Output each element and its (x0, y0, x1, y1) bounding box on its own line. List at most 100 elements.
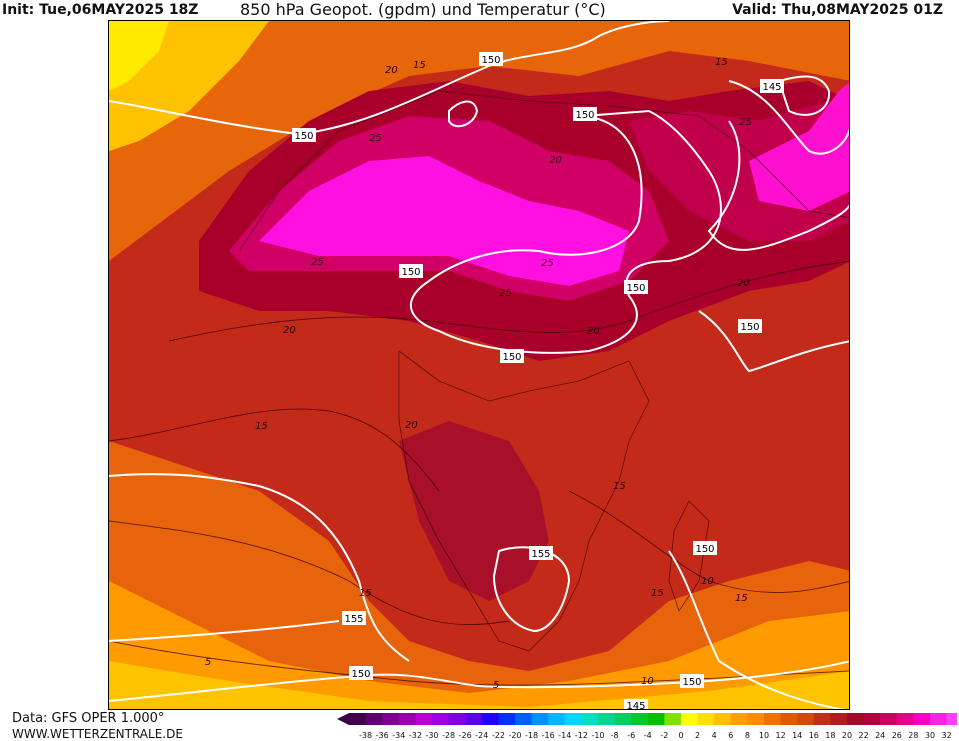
temp-label: 10 (701, 576, 714, 587)
legend-tick-label: -12 (575, 731, 588, 740)
legend-swatch (598, 713, 616, 725)
legend-swatch (863, 713, 881, 725)
legend-tick-label: 0 (678, 731, 683, 740)
geopot-label: 150 (399, 264, 423, 278)
legend-tick-label: -30 (425, 731, 438, 740)
legend-tick-label: -14 (558, 731, 571, 740)
svg-text:150: 150 (740, 322, 759, 333)
legend-tick-label: 14 (792, 731, 802, 740)
legend-swatch (813, 713, 831, 725)
temp-label: 15 (359, 588, 372, 599)
temperature-labels: 20 15 25 20 25 25 25 20 20 20 15 25 15 2… (205, 57, 752, 691)
legend-swatch (913, 713, 931, 725)
legend-tick-label: -34 (392, 731, 405, 740)
geopot-label: 150 (693, 541, 717, 555)
legend-swatch (581, 713, 599, 725)
legend-tick-label: 20 (842, 731, 852, 740)
svg-text:150: 150 (351, 669, 370, 680)
website-credit: WWW.WETTERZENTRALE.DE (12, 727, 183, 741)
legend-tick-label: -22 (492, 731, 505, 740)
temp-label: 25 (739, 117, 752, 128)
geopot-label: 155 (529, 546, 553, 560)
geopot-label: 150 (624, 280, 648, 294)
legend-swatch (747, 713, 765, 725)
legend-tick-label: 8 (745, 731, 750, 740)
temperature-band-orange-north (109, 21, 849, 261)
legend-tick-label: -6 (627, 731, 635, 740)
svg-text:150: 150 (682, 677, 701, 688)
chart-title: 850 hPa Geopot. (gpdm) und Temperatur (°… (240, 0, 606, 19)
legend-tick-label: 4 (712, 731, 717, 740)
legend-swatch (548, 713, 566, 725)
legend-swatch (415, 713, 433, 725)
legend-tick-label: 18 (825, 731, 835, 740)
geopot-label: 145 (760, 79, 784, 93)
temp-label: 20 (283, 325, 296, 336)
temperature-band-yellow-core (109, 21, 169, 91)
geopot-label: 150 (479, 52, 503, 66)
geopot-label: 150 (292, 128, 316, 142)
legend-swatch (714, 713, 732, 725)
temp-label: 20 (385, 65, 398, 76)
legend-swatch (349, 713, 367, 725)
svg-text:145: 145 (626, 701, 645, 710)
legend-tick-label: 2 (695, 731, 700, 740)
temp-label: 5 (205, 657, 211, 668)
svg-text:155: 155 (531, 549, 550, 560)
temp-label: 25 (541, 258, 554, 269)
legend-tick-label: 26 (892, 731, 902, 740)
temp-label: 15 (413, 60, 426, 71)
legend-tick-label: 28 (908, 731, 918, 740)
svg-text:145: 145 (762, 82, 781, 93)
legend-swatch (847, 713, 865, 725)
geopotential-labels: 150 150 150 145 150 150 150 150 150 155 … (292, 52, 784, 710)
legend-swatch (664, 713, 682, 725)
legend-swatch (930, 713, 948, 725)
svg-text:155: 155 (344, 614, 363, 625)
temperature-band-magenta (259, 156, 629, 286)
geopot-label: 155 (681, 551, 705, 565)
geopot-label: 155 (342, 611, 366, 625)
geopot-label: 150 (738, 319, 762, 333)
temperature-band-orange-south (109, 441, 849, 709)
svg-text:150: 150 (401, 267, 420, 278)
legend-swatch (697, 713, 715, 725)
temp-label: 20 (737, 278, 750, 289)
temp-label: 20 (587, 326, 600, 337)
temp-label: 15 (255, 421, 268, 432)
legend-tick-label: -8 (611, 731, 619, 740)
temp-label: 25 (311, 257, 324, 268)
svg-text:150: 150 (626, 283, 645, 294)
geopot-label: 150 (349, 666, 373, 680)
geopot-label: 145 (624, 699, 648, 710)
svg-text:150: 150 (502, 352, 521, 363)
legend-swatch (797, 713, 815, 725)
legend-swatch (515, 713, 533, 725)
legend-tick-label: -36 (376, 731, 389, 740)
legend-arrow-low (337, 713, 349, 725)
legend-tick-label: 30 (925, 731, 935, 740)
legend-tick-label: -4 (644, 731, 652, 740)
legend-swatch (764, 713, 782, 725)
legend-swatch (398, 713, 416, 725)
legend-swatch (382, 713, 400, 725)
temp-label: 10 (641, 676, 654, 687)
legend-swatch (631, 713, 649, 725)
svg-text:150: 150 (575, 110, 594, 121)
map-canvas: 150 150 150 145 150 150 150 150 150 155 … (109, 21, 849, 710)
legend-swatch (647, 713, 665, 725)
legend-tick-label: -28 (442, 731, 455, 740)
temp-label: 25 (499, 288, 512, 299)
geopot-label: 150 (680, 674, 704, 688)
temperature-band-yellow-south (109, 661, 849, 709)
madagascar-outline (668, 500, 710, 612)
legend-tick-label: 32 (942, 731, 952, 740)
temp-label: 15 (735, 593, 748, 604)
temp-label: 20 (405, 420, 418, 431)
data-source: Data: GFS OPER 1.000° (12, 711, 165, 726)
legend-tick-label: 6 (728, 731, 733, 740)
legend-swatch (730, 713, 748, 725)
temp-label: 5 (493, 680, 499, 691)
legend-swatch (465, 713, 483, 725)
legend-swatch (432, 713, 450, 725)
